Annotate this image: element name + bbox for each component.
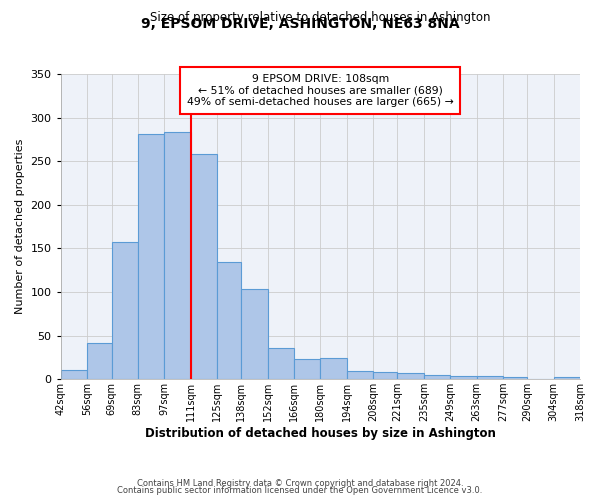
X-axis label: Distribution of detached houses by size in Ashington: Distribution of detached houses by size … — [145, 427, 496, 440]
Text: 9 EPSOM DRIVE: 108sqm
← 51% of detached houses are smaller (689)
49% of semi-det: 9 EPSOM DRIVE: 108sqm ← 51% of detached … — [187, 74, 454, 107]
Bar — [450, 376, 476, 379]
Bar — [61, 370, 87, 379]
Bar — [373, 372, 397, 379]
Bar — [164, 132, 191, 379]
Text: Contains public sector information licensed under the Open Government Licence v3: Contains public sector information licen… — [118, 486, 482, 495]
Bar — [347, 372, 373, 379]
Bar — [294, 359, 320, 379]
Bar — [554, 378, 580, 379]
Bar — [138, 134, 164, 379]
Bar — [476, 376, 503, 379]
Bar — [320, 358, 347, 379]
Text: Contains HM Land Registry data © Crown copyright and database right 2024.: Contains HM Land Registry data © Crown c… — [137, 478, 463, 488]
Bar — [397, 373, 424, 379]
Bar — [241, 290, 268, 379]
Bar — [503, 376, 527, 379]
Bar — [191, 154, 217, 379]
Bar — [87, 344, 112, 379]
Bar — [268, 348, 294, 379]
Bar — [424, 375, 450, 379]
Title: Size of property relative to detached houses in Ashington: Size of property relative to detached ho… — [150, 11, 491, 24]
Bar — [112, 242, 138, 379]
Y-axis label: Number of detached properties: Number of detached properties — [15, 139, 25, 314]
Bar — [217, 262, 241, 379]
Text: 9, EPSOM DRIVE, ASHINGTON, NE63 8NA: 9, EPSOM DRIVE, ASHINGTON, NE63 8NA — [140, 18, 460, 32]
